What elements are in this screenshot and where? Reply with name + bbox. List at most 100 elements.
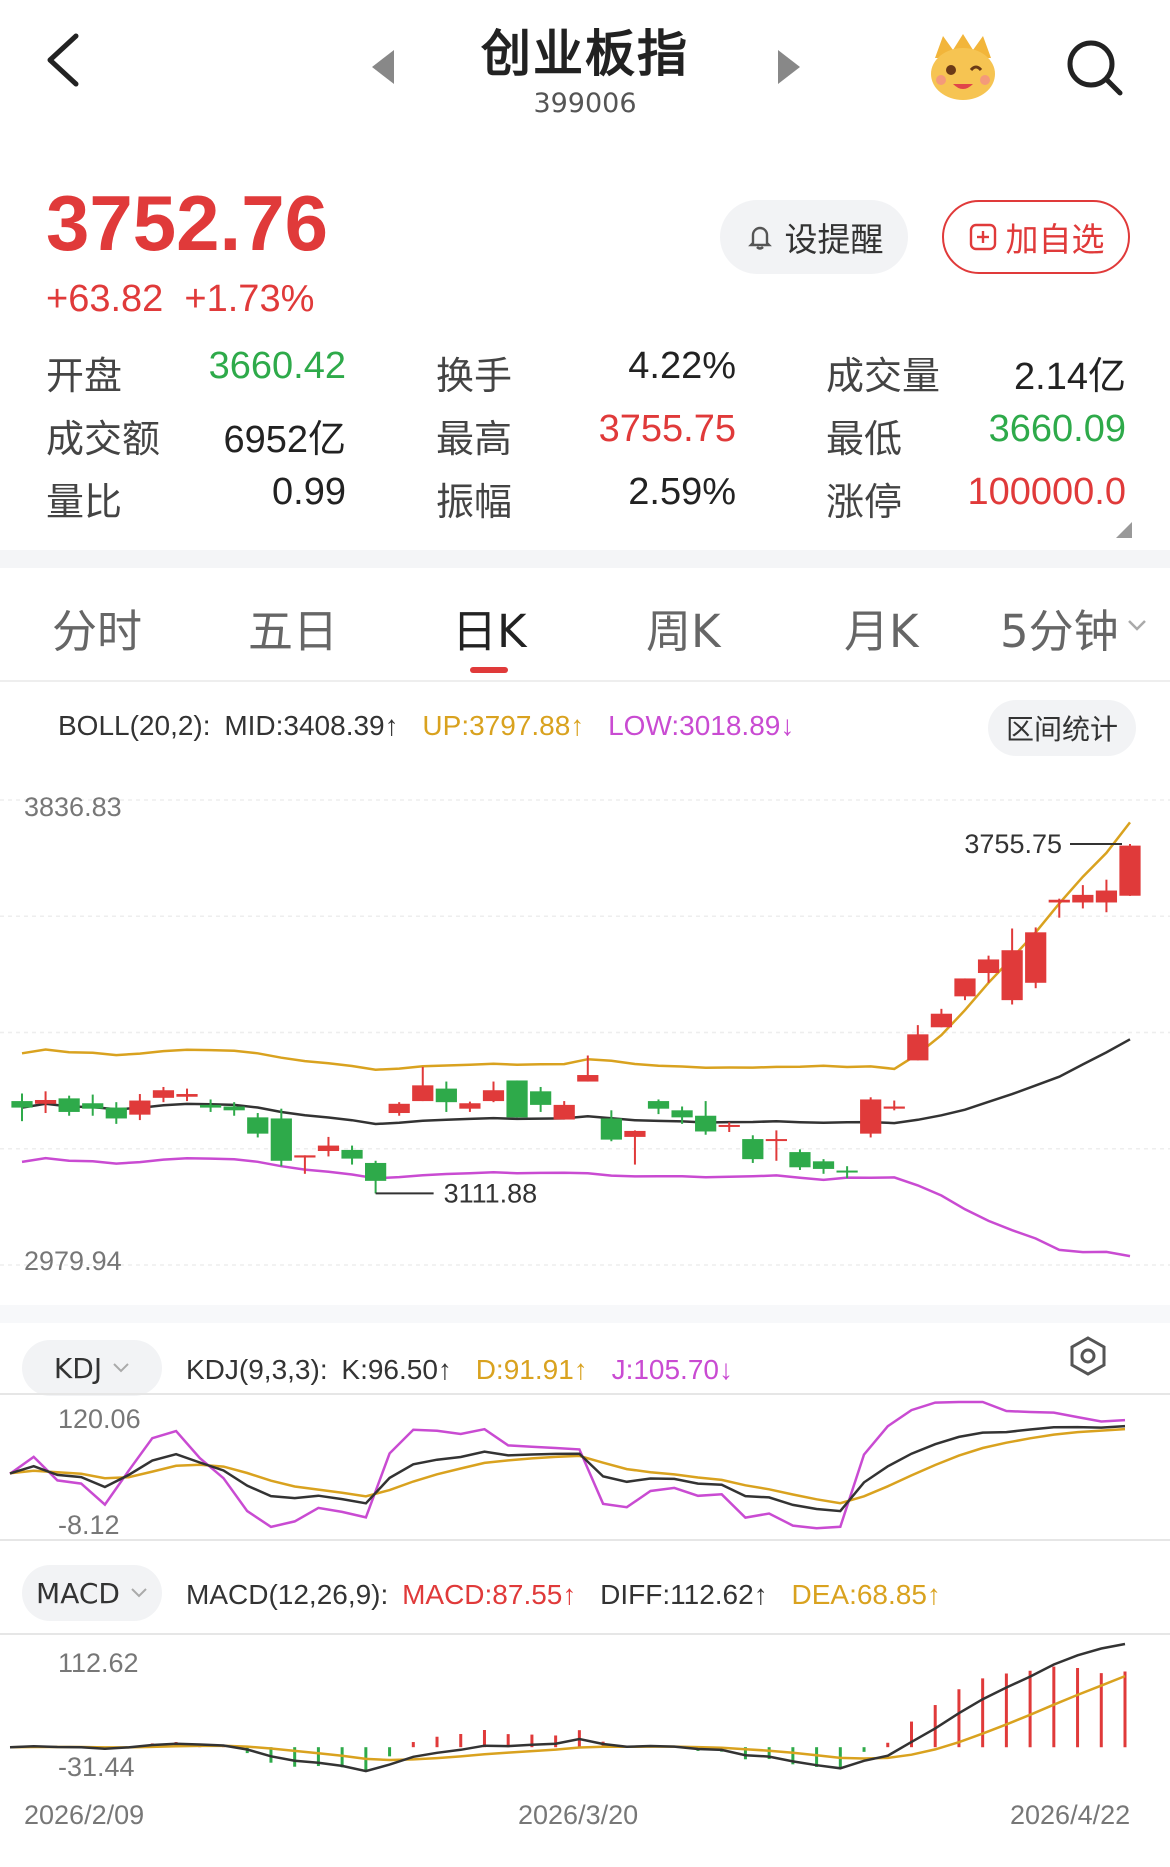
candle-body <box>34 1099 57 1104</box>
candle-body <box>624 1130 646 1137</box>
candle-body <box>742 1139 764 1160</box>
change-value: +63.82 <box>46 278 164 320</box>
add-watchlist-button[interactable]: 加自选 <box>942 200 1130 274</box>
hexagon-settings-icon <box>1070 1336 1106 1376</box>
current-price: 3752.76 <box>46 179 328 267</box>
kdj-k-line <box>9 1424 1126 1513</box>
candle-body <box>435 1088 457 1103</box>
macd-y-min: -31.44 <box>58 1752 135 1782</box>
candle-body <box>977 959 1000 974</box>
macd-selector[interactable]: MACD <box>22 1565 162 1621</box>
boll-low: LOW:3018.89↓ <box>608 710 795 741</box>
candle-body <box>1095 890 1118 903</box>
tab-five-day[interactable]: 五日 <box>248 605 339 658</box>
kdj-d-line <box>9 1427 1126 1505</box>
tab-intraday[interactable]: 分时 <box>52 605 143 658</box>
candle-body <box>412 1085 434 1102</box>
stat-label: 振幅 <box>436 480 513 524</box>
set-alert-button[interactable]: 设提醒 <box>720 200 908 274</box>
stat-label: 换手 <box>436 354 513 398</box>
candle-body <box>577 1075 599 1082</box>
set-alert-label: 设提醒 <box>784 220 884 259</box>
kdj-prefix: KDJ(9,3,3): <box>186 1354 328 1385</box>
chevron-down-icon <box>113 1363 129 1373</box>
stat-value: 100000.0 <box>967 471 1127 513</box>
tab-monthly-k[interactable]: 月K <box>844 605 919 658</box>
candle-body <box>883 1106 905 1109</box>
tab-daily-k[interactable]: 日K <box>452 605 527 658</box>
kdj-j: J:105.70↓ <box>611 1354 733 1385</box>
macd-dea: DEA:68.85↑ <box>791 1579 941 1610</box>
candle-body <box>152 1090 175 1098</box>
stat-label: 量比 <box>46 480 123 524</box>
stat-label: 最高 <box>436 417 513 461</box>
settings-button[interactable] <box>1066 1334 1110 1378</box>
candle-body <box>907 1034 929 1061</box>
low-price-label: 3111.88 <box>444 1178 538 1208</box>
stat-value: 4.22% <box>628 345 736 387</box>
candle-body <box>1048 899 1070 903</box>
candle-body <box>223 1106 245 1111</box>
date-start: 2026/2/09 <box>24 1800 145 1830</box>
kdj-chart[interactable] <box>0 1392 1170 1542</box>
back-button[interactable] <box>38 30 98 90</box>
kdj-j-line <box>9 1400 1126 1530</box>
chevron-left-icon <box>47 33 79 87</box>
stat-label: 成交量 <box>826 354 941 398</box>
high-price-label: 3755.75 <box>964 829 1062 859</box>
active-tab-indicator <box>470 667 508 673</box>
date-middle: 2026/3/20 <box>518 1800 639 1830</box>
boll-prefix: BOLL(20,2): <box>58 710 211 741</box>
macd-chart[interactable] <box>0 1632 1170 1792</box>
macd-value: MACD:87.55↑ <box>402 1579 577 1610</box>
candlestick-chart[interactable]: 3755.75 3111.88 <box>0 760 1170 1300</box>
candle-body <box>506 1080 528 1118</box>
macd-dea-line <box>9 1674 1126 1762</box>
stat-label: 成交额 <box>46 417 161 461</box>
candle-body <box>1001 950 1023 1001</box>
macd-y-max: 112.62 <box>58 1648 139 1678</box>
kdj-selector[interactable]: KDJ <box>22 1340 162 1396</box>
tab-5min[interactable]: 5分钟 <box>1000 605 1119 658</box>
kdj-indicator-row: KDJ(9,3,3): K:96.50↑ D:91.91↑ J:105.70↓ <box>186 1354 733 1386</box>
stat-label: 开盘 <box>46 354 123 398</box>
chevron-down-icon[interactable] <box>1126 617 1148 633</box>
tab-weekly-k[interactable]: 周K <box>646 605 721 658</box>
price-change: +63.82 +1.73% <box>46 278 314 321</box>
candle-body <box>765 1139 787 1142</box>
boll-up: UP:3797.88↑ <box>422 710 585 741</box>
boll-low-line <box>21 1156 1131 1258</box>
chevron-down-icon <box>131 1588 147 1598</box>
candle-body <box>199 1104 222 1108</box>
candle-body <box>82 1103 104 1109</box>
stat-label: 最低 <box>826 417 903 461</box>
candle-body <box>1119 845 1141 896</box>
prev-stock-button[interactable] <box>372 50 394 84</box>
expand-stats-icon[interactable] <box>1116 522 1132 538</box>
stat-value: 6952亿 <box>223 419 346 461</box>
candle-body <box>695 1115 717 1132</box>
y-axis-max: 3836.83 <box>24 792 122 822</box>
section-divider <box>0 550 1170 568</box>
boll-mid: MID:3408.39↑ <box>224 710 399 741</box>
candle-body <box>459 1103 481 1109</box>
kdj-y-max: 120.06 <box>58 1404 141 1434</box>
candle-body <box>58 1098 80 1112</box>
candle-body <box>388 1103 410 1114</box>
candle-body <box>812 1161 835 1169</box>
macd-diff: DIFF:112.62↑ <box>600 1579 768 1610</box>
candle-body <box>341 1149 363 1159</box>
candle-body <box>247 1117 269 1134</box>
stat-value: 3660.42 <box>208 345 346 387</box>
mascot-icon[interactable] <box>925 28 1001 104</box>
search-button[interactable] <box>1065 38 1125 98</box>
next-stock-button[interactable] <box>778 50 800 84</box>
kdj-y-min: -8.12 <box>58 1510 120 1540</box>
period-tabs: 分时 五日 日K 周K 月K 5分钟 <box>0 575 1170 680</box>
stock-code: 399006 <box>533 88 637 119</box>
range-stats-button[interactable]: 区间统计 <box>988 700 1136 756</box>
candle-body <box>530 1091 552 1105</box>
y-axis-min: 2979.94 <box>24 1246 122 1276</box>
boll-indicator-row: BOLL(20,2): MID:3408.39↑ UP:3797.88↑ LOW… <box>58 710 794 742</box>
kdj-k: K:96.50↑ <box>341 1354 452 1385</box>
